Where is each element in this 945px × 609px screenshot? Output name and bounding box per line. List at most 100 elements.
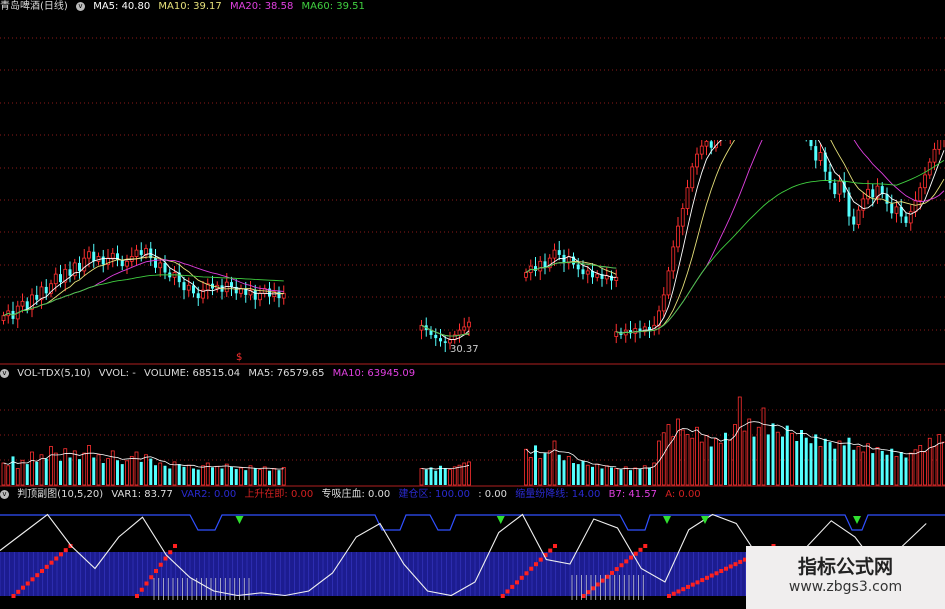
candle [591,270,594,278]
volume-bar [277,470,281,485]
volume-bar [524,448,528,486]
candle [781,79,784,92]
volume-bar [15,468,20,486]
volume-bar [168,468,172,485]
candle [30,294,34,310]
volume-bar [685,433,690,486]
candle [158,262,163,269]
candle [72,262,77,277]
volume-bar [932,446,937,486]
candle [833,182,837,195]
buy-arrow-icon [496,516,505,524]
shrink-value: 缩量纷降线: 14.00 [515,489,601,500]
candle [791,98,794,103]
accumulation-dot [681,587,686,592]
volume-bar [452,466,457,486]
volume-bar [125,460,129,486]
volume-bar [852,449,856,485]
volume-bar [248,465,253,486]
settings-icon[interactable]: v [76,1,85,11]
accumulation-dot [163,556,168,561]
volume-bar [205,462,210,486]
var1-value: VAR1: 83.77 [111,489,173,500]
volume-bar [543,453,547,485]
volume-bar [244,470,248,485]
candle [244,288,248,295]
chart-title: 青岛啤酒(日线) [0,1,68,12]
volume-bar [610,467,613,485]
candle [63,268,68,283]
indicator-legend: v 判顶副图(10,5,20) VAR1: 83.77 VAR2: 0.00 上… [0,488,706,502]
volume-bar [942,441,945,486]
volume-bar [144,454,148,486]
candle [182,282,186,291]
candle [719,129,722,139]
accumulation-dot [54,556,59,561]
candle [685,187,690,209]
volume-bar [837,440,842,486]
ma60-value: MA60: 39.51 [301,1,365,12]
accumulation-dot [44,564,49,569]
buy-arrow-icon [853,516,861,524]
ma60-line [616,159,945,334]
volume-bar [585,464,590,486]
accumulation-dot [686,584,690,589]
accumulation-dot [690,582,695,587]
settings-icon[interactable]: v [0,368,9,378]
volume-ma5-line [3,452,284,470]
accumulation-dot [139,587,144,592]
candle [923,174,927,189]
volume-bar [96,454,101,486]
candle [538,260,543,272]
volume-bar [63,448,68,486]
volume-bar [196,469,200,485]
accumulation-dot [624,559,629,564]
price-legend: 青岛啤酒(日线) v MA5: 40.80 MA10: 39.17 MA20: … [0,0,370,14]
accumulation-dot [149,575,154,580]
accumulation-dot [35,573,40,578]
candle [734,111,737,124]
volume-bar [59,460,62,485]
volume-legend: v VOL-TDX(5,10) VVOL: - VOLUME: 68515.04… [0,367,420,381]
candle [429,330,433,335]
accumulation-dot [135,594,139,598]
candle [671,246,676,272]
volume-ma5-line [525,448,617,468]
marker-label: $ [236,352,242,363]
volume-bar [638,469,642,485]
volume-bar [937,433,942,486]
candle [786,92,789,103]
accumulation-dot [538,557,543,562]
volume-bar [800,430,803,485]
volume-bar [866,443,870,486]
volume-bar [134,451,139,486]
candles [1,79,945,353]
volume-bar [871,453,875,485]
candle [704,140,709,147]
volume-bar [186,464,191,486]
accumulation-dot [676,589,681,594]
accumulation-dot [619,563,624,568]
candle [738,98,741,111]
volume-bar [890,448,894,485]
settings-icon[interactable]: v [0,489,9,499]
candle [648,326,651,331]
candle [866,188,870,200]
volume-bar [761,407,766,486]
candle [20,300,25,307]
candle [709,141,713,148]
candle [680,208,685,227]
volume-bar [557,454,561,485]
accumulation-dot [16,589,21,594]
accumulation-dot [40,569,44,573]
volume-bar [856,446,861,486]
volume-bar [861,451,866,486]
volume-bar [462,462,467,486]
volume-bar [648,467,651,485]
volume-bar [666,424,671,486]
candle [776,79,779,85]
candle [230,282,233,287]
candle [885,194,889,204]
candle [585,270,590,275]
